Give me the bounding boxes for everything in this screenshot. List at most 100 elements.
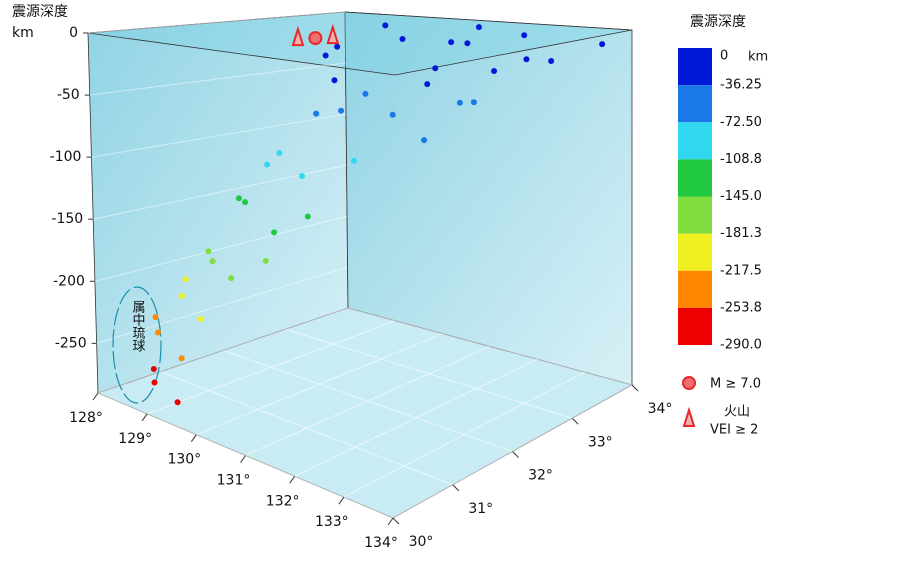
- point: [174, 399, 181, 406]
- point: [154, 329, 161, 336]
- point: [304, 213, 311, 220]
- z-axis-unit: km: [12, 25, 34, 41]
- point: [205, 248, 212, 255]
- colorbar-label: 0: [720, 49, 728, 64]
- point: [151, 379, 158, 386]
- point: [228, 275, 235, 282]
- annotation-ellipse: [112, 286, 162, 404]
- legend-symbol: [682, 376, 696, 390]
- tick-mark: [141, 413, 148, 422]
- point: [150, 365, 157, 372]
- z-tick-label: -50: [57, 87, 80, 103]
- point: [521, 32, 528, 39]
- point: [209, 258, 216, 265]
- point: [322, 52, 329, 59]
- point: [242, 199, 249, 206]
- grid-line: [96, 266, 348, 344]
- point: [523, 56, 530, 63]
- volcano-marker: [291, 25, 305, 47]
- point: [432, 65, 439, 72]
- tick-mark: [92, 392, 99, 401]
- point: [235, 195, 242, 202]
- tick-mark: [452, 484, 460, 492]
- z-tick-label: -150: [51, 211, 83, 227]
- tick-mark: [571, 417, 579, 425]
- tick-mark: [512, 451, 519, 458]
- volcano-marker: [326, 23, 340, 45]
- point: [456, 99, 463, 106]
- point: [178, 355, 185, 362]
- point: [448, 39, 455, 46]
- x-tick-label: 134°: [364, 535, 398, 551]
- grid-line: [89, 62, 346, 96]
- grid-line: [91, 113, 347, 158]
- point: [152, 314, 159, 321]
- z-tick-label: -250: [55, 335, 87, 351]
- point: [424, 81, 431, 88]
- point: [470, 99, 477, 106]
- tick-mark: [240, 455, 246, 463]
- grid-line: [222, 350, 513, 452]
- colorbar-label: -181.3: [720, 226, 762, 241]
- point: [464, 40, 471, 47]
- x-tick-label: 129°: [118, 431, 152, 447]
- colorbar-title: 震源深度: [690, 14, 746, 30]
- point: [382, 22, 389, 29]
- point: [262, 257, 269, 264]
- z-tick-label: -100: [50, 149, 82, 165]
- tick-mark: [338, 496, 345, 505]
- point: [389, 111, 396, 118]
- legend-label: 火山: [724, 405, 750, 420]
- y-tick-label: 30°: [409, 534, 434, 550]
- colorbar-swatch: [678, 196, 712, 234]
- colorbar-label: -217.5: [720, 263, 762, 278]
- annotation: 属中琉球: [130, 300, 146, 352]
- colorbar-swatch: [678, 233, 712, 271]
- colorbar-unit: km: [748, 50, 768, 65]
- colorbar-label: -145.0: [720, 189, 762, 204]
- y-tick-label: 34°: [648, 401, 673, 417]
- tick-mark: [387, 517, 394, 526]
- colorbar-label: -108.8: [720, 152, 762, 167]
- grid-line: [285, 328, 573, 419]
- point: [334, 43, 341, 50]
- legend-label: M ≥ 7.0: [710, 377, 761, 392]
- grid-line: [160, 371, 453, 486]
- colorbar-label: -72.50: [720, 115, 762, 130]
- colorbar-swatch: [678, 85, 712, 123]
- grid-line: [347, 307, 633, 386]
- point: [197, 316, 204, 323]
- y-tick-label: 31°: [468, 501, 493, 517]
- point: [182, 276, 189, 283]
- x-tick-label: 128°: [69, 410, 103, 426]
- tick-mark: [190, 434, 197, 442]
- z-tick-label: -200: [53, 273, 85, 289]
- tick-mark: [392, 517, 400, 525]
- y-tick-label: 32°: [528, 468, 553, 484]
- tick-mark: [289, 476, 296, 484]
- point: [548, 57, 555, 64]
- point: [421, 137, 428, 144]
- colorbar-swatch: [678, 270, 712, 308]
- grid-line: [94, 215, 348, 282]
- z-axis-title: 震源深度: [12, 4, 68, 20]
- point: [338, 107, 345, 114]
- y-tick-label: 33°: [588, 434, 613, 450]
- colorbar-swatch: [678, 48, 712, 86]
- event-marker: [308, 31, 323, 46]
- colorbar-label: -36.25: [720, 78, 762, 93]
- tick-mark: [631, 384, 639, 392]
- point: [599, 41, 606, 48]
- point: [299, 173, 306, 180]
- grid-line: [87, 11, 346, 34]
- z-tick-label: 0: [69, 25, 78, 41]
- point: [475, 24, 482, 31]
- point: [351, 157, 358, 164]
- point: [362, 90, 369, 97]
- point: [399, 35, 406, 42]
- point: [271, 229, 278, 236]
- point: [276, 149, 283, 156]
- x-tick-label: 133°: [315, 514, 349, 530]
